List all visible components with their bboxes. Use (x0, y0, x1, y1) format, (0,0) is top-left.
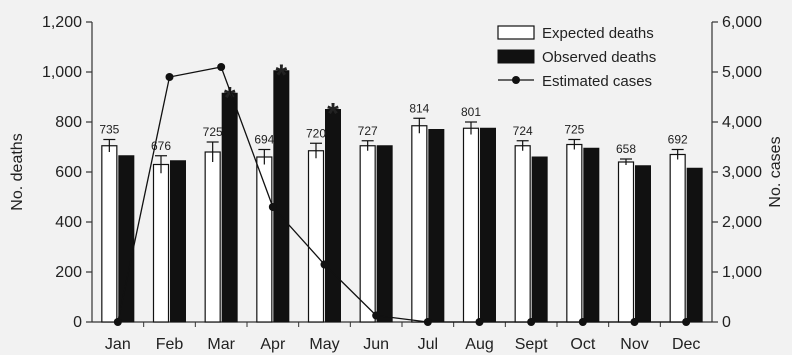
bar-expected-deaths (566, 143, 583, 323)
bar-expected-deaths (204, 151, 221, 323)
bar-observed-deaths (686, 167, 703, 323)
x-tick-label: Nov (620, 336, 648, 353)
bar-expected-deaths (514, 145, 531, 323)
x-tick-label: May (309, 336, 339, 353)
y2-tick-label: 4,000 (722, 114, 762, 131)
y-tick-label: 200 (55, 264, 82, 281)
y-tick-label: 0 (73, 314, 82, 331)
bar-expected-deaths (617, 161, 635, 323)
bar-observed-deaths (325, 109, 341, 323)
x-tick-label: Aug (465, 336, 493, 353)
y2-tick-label: 5,000 (722, 64, 762, 81)
point-estimated-cases (268, 203, 277, 211)
y-tick-label: 1,200 (42, 14, 82, 31)
line-estimated-cases (117, 66, 687, 323)
bar-expected-deaths (669, 153, 686, 323)
x-tick-label: Jun (363, 336, 389, 353)
x-tick-label: Mar (207, 336, 235, 353)
bar-observed-deaths (635, 165, 651, 323)
bar-data-label: 720 (306, 126, 326, 140)
bar-expected-deaths (101, 145, 118, 323)
bar-expected-deaths (256, 156, 273, 323)
bar-observed-deaths (118, 155, 135, 323)
bar-observed-deaths (376, 145, 393, 323)
bar-data-label: 725 (564, 123, 584, 137)
x-tick-label: Jul (418, 336, 438, 353)
y-tick-label: 800 (55, 114, 82, 131)
point-estimated-cases (630, 318, 639, 326)
bar-observed-deaths (273, 70, 290, 323)
point-estimated-cases (372, 311, 381, 320)
bar-expected-deaths (462, 127, 480, 323)
legend-label-cases: Estimated cases (542, 73, 652, 90)
bar-observed-deaths (583, 147, 600, 323)
point-estimated-cases (165, 73, 174, 81)
y-tick-label: 600 (55, 164, 82, 181)
point-estimated-cases (578, 318, 587, 326)
bar-observed-deaths (531, 156, 548, 323)
y2-axis-label: No. cases (767, 136, 784, 207)
significance-marker: * (275, 59, 287, 92)
bar-observed-deaths (221, 92, 238, 323)
point-estimated-cases (113, 318, 122, 326)
bar-data-label: 725 (203, 125, 223, 139)
x-tick-label: Jan (105, 336, 131, 353)
bar-observed-deaths (428, 129, 445, 323)
x-tick-label: Dec (672, 336, 700, 353)
point-estimated-cases (217, 63, 226, 71)
point-estimated-cases (527, 318, 536, 326)
bar-observed-deaths (170, 160, 186, 323)
legend-label-expected: Expected deaths (542, 25, 654, 42)
significance-marker: * (327, 98, 339, 131)
bar-observed-deaths (480, 127, 496, 323)
x-tick-label: Oct (570, 336, 595, 353)
bar-data-label: 814 (409, 101, 429, 115)
y2-tick-label: 1,000 (722, 264, 762, 281)
legend-label-observed: Observed deaths (542, 49, 656, 66)
point-estimated-cases (475, 318, 484, 326)
bar-data-label: 735 (99, 123, 119, 137)
y-tick-label: 400 (55, 214, 82, 231)
bar-data-label: 727 (358, 124, 378, 138)
legend: Expected deaths Observed deaths Estimated … (497, 25, 656, 90)
y2-tick-label: 6,000 (722, 14, 762, 31)
bar-data-label: 694 (254, 133, 274, 147)
point-estimated-cases (423, 318, 432, 326)
bar-expected-deaths (411, 125, 428, 323)
legend-marker-cases (512, 76, 520, 84)
legend-swatch-observed (497, 49, 535, 64)
bar-data-label: 801 (461, 105, 481, 119)
point-estimated-cases (682, 318, 691, 326)
legend-swatch-expected (497, 25, 535, 40)
x-tick-label: Feb (156, 336, 184, 353)
y-tick-label: 1,000 (42, 64, 82, 81)
x-tick-label: Sept (515, 336, 548, 353)
y2-tick-label: 3,000 (722, 164, 762, 181)
y-axis-label: No. deaths (9, 133, 26, 210)
y2-tick-label: 0 (722, 314, 731, 331)
point-estimated-cases (320, 260, 329, 269)
y2-tick-label: 2,000 (722, 214, 762, 231)
bar-expected-deaths (152, 163, 170, 323)
x-tick-label: Apr (260, 336, 286, 353)
bar-data-label: 692 (668, 133, 688, 147)
bar-expected-deaths (307, 150, 325, 323)
bar-data-label: 724 (513, 124, 533, 138)
bar-data-label: 658 (616, 142, 636, 156)
bar-expected-deaths (359, 145, 376, 323)
significance-marker: * (224, 81, 236, 114)
plot-area: 0 200 400 600 800 1,000 1,200 0 1,000 2,000 3,000 4… (42, 14, 762, 353)
